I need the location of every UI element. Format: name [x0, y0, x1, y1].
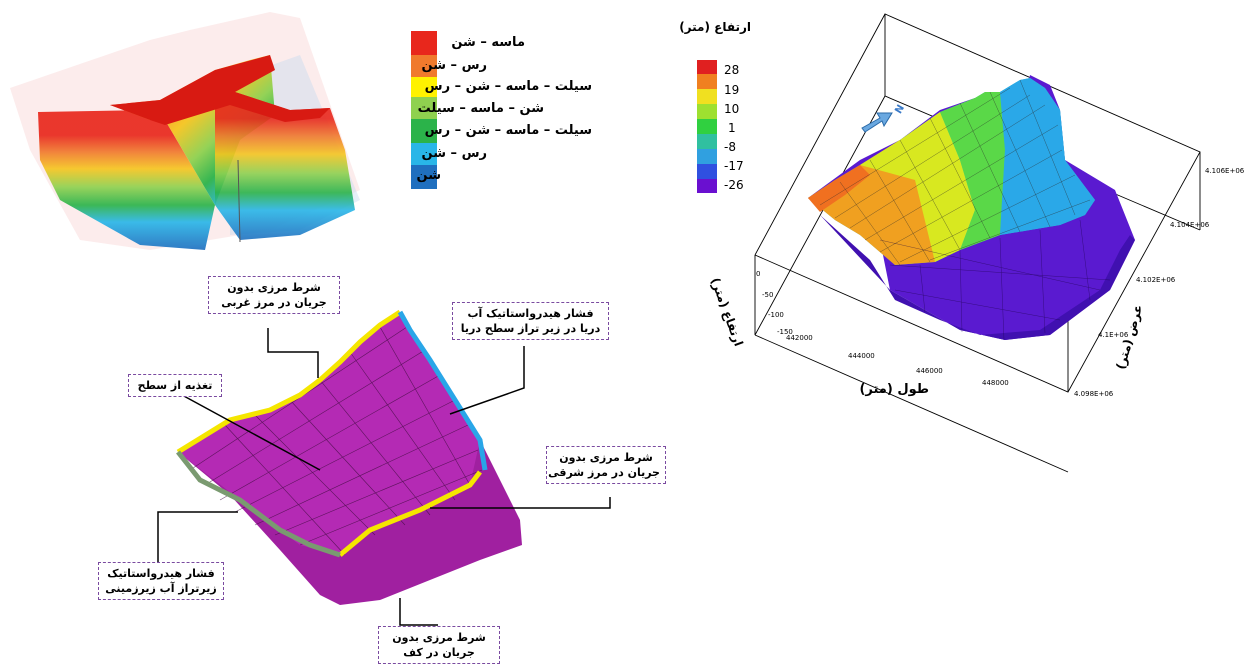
- lithology-label-6: رس – شن: [421, 146, 487, 161]
- callout-east-boundary: شرط مرزی بدون جریان در مرز شرقی: [546, 446, 666, 484]
- z-tick-3: -100: [768, 311, 784, 319]
- callout-sea-pressure: فشار هیدرواستاتیک آب دریا در زیر تراز سط…: [452, 302, 609, 340]
- elevation-legend-title: ارتفاع (متر): [679, 20, 751, 34]
- fence-top-surface: [110, 55, 330, 125]
- callout-surface-recharge: تغذیه از سطح: [128, 374, 222, 397]
- leader-bottom: [399, 598, 438, 626]
- elevation-tick-6: -17: [724, 159, 744, 173]
- y-tick-4: 4.104E+06: [1170, 221, 1210, 229]
- elevation-tick-4: 1: [728, 121, 736, 135]
- z-tick-4: -150: [777, 328, 793, 336]
- north-arrow-icon: [861, 112, 893, 133]
- leader-west: [267, 328, 319, 378]
- lithology-label-7: شن: [416, 168, 441, 183]
- x-axis-label: طول (متر): [859, 382, 929, 397]
- boundary-grid-model: [176, 309, 522, 605]
- y-tick-2: 4.1E+06: [1098, 331, 1129, 339]
- lithology-swatch-1: [411, 31, 437, 55]
- y-tick-5: 4.106E+06: [1205, 167, 1245, 175]
- leader-east: [430, 497, 611, 509]
- lithology-label-2: رس – شن: [421, 58, 487, 73]
- leader-recharge: [181, 394, 321, 471]
- lithology-swatch-5: [411, 119, 437, 143]
- lithology-swatch-6: [411, 143, 437, 165]
- elevation-tick-3: 10: [724, 102, 740, 116]
- fence-panel-right: [215, 92, 355, 240]
- callout-bottom-boundary: شرط مرزی بدون جریان در کف: [378, 626, 500, 664]
- callout-groundwater-pressure: فشار هیدرواستاتیک زیرتراز آب زیرزمینی: [98, 562, 224, 600]
- lithology-swatch-4: [411, 97, 437, 119]
- leader-groundwater: [157, 511, 238, 565]
- elevation-tick-2: 19: [724, 83, 740, 97]
- z-tick-1: 0: [756, 270, 761, 278]
- fence-panel-left: [38, 110, 215, 250]
- callout-west-boundary: شرط مرزی بدون جریان در مرز غربی: [208, 276, 340, 314]
- lithology-label-3: سیلت – ماسه – شن – رس: [424, 79, 592, 94]
- x-tick-2: 444000: [848, 352, 875, 360]
- x-tick-3: 446000: [916, 367, 943, 375]
- surface-plot: [754, 13, 1201, 473]
- elevation-tick-7: -26: [724, 178, 744, 192]
- elevation-tick-1: 28: [724, 63, 740, 77]
- lithology-swatch-7: [411, 165, 437, 189]
- x-tick-1: 442000: [786, 334, 813, 342]
- leader-sea: [449, 346, 525, 415]
- lithology-swatch-3: [411, 77, 437, 97]
- lithology-label-5: سیلت – ماسه – شن – رس: [424, 123, 592, 138]
- y-tick-3: 4.102E+06: [1136, 276, 1176, 284]
- lithology-label-4: شن – ماسه – سیلت: [417, 101, 544, 116]
- elevation-colorbar: [697, 60, 717, 193]
- elevation-tick-5: -8: [724, 140, 736, 154]
- lithology-swatch-2: [411, 55, 437, 77]
- z-tick-2: -50: [762, 291, 774, 299]
- x-tick-4: 448000: [982, 379, 1009, 387]
- lithology-label-1: ماسه – شن: [451, 35, 525, 50]
- y-tick-1: 4.098E+06: [1074, 390, 1114, 398]
